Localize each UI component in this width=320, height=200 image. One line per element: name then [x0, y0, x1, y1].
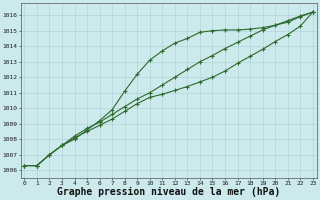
- X-axis label: Graphe pression niveau de la mer (hPa): Graphe pression niveau de la mer (hPa): [57, 187, 280, 197]
